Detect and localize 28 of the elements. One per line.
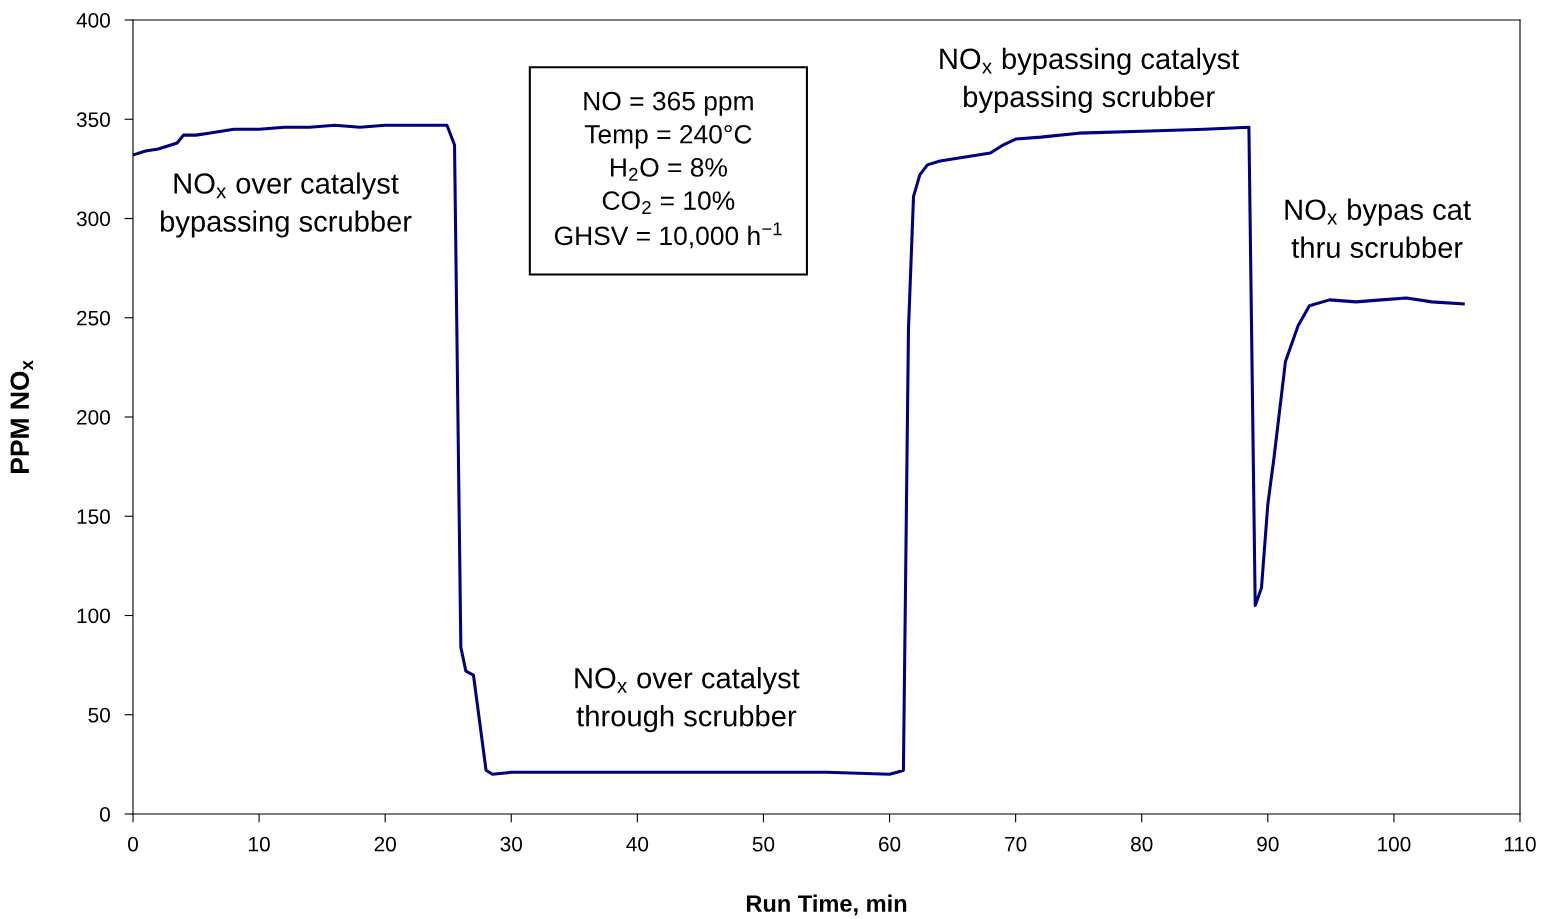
x-tick-label: 30	[500, 836, 523, 852]
y-tick-label: 150	[77, 509, 110, 524]
y-tick-label: 50	[88, 707, 110, 723]
annotation: NO$_{x}$ bypas cat thru scrubber	[1285, 198, 1471, 259]
x-tick-label: 10	[249, 836, 270, 852]
y-tick-label: 200	[77, 410, 110, 425]
x-tick-label: 80	[1131, 836, 1153, 852]
x-axis-title: Run Time, min	[746, 894, 907, 916]
y-tick-label: 350	[76, 112, 110, 127]
x-tick-label: 70	[1005, 836, 1027, 852]
x-tick-label: 100	[1378, 836, 1411, 852]
x-tick-label: 50	[752, 836, 775, 852]
x-tick-label: 60	[879, 836, 901, 852]
y-tick-label: 100	[77, 608, 110, 624]
x-tick-label: 110	[1504, 836, 1536, 852]
x-tick-label: 40	[626, 836, 649, 852]
y-tick-label: 250	[77, 310, 110, 326]
text: NO = 365 ppm Temp = 240°C H$_{2}$O = 8% CO$_{2}$ = 10% GHSV = 10,000 h$^{−1}$	[554, 91, 782, 249]
annotation: NO$_{x}$ over catalyst bypassing scrubber	[161, 172, 412, 238]
annotation: NO$_{x}$ over catalyst through scrubber	[575, 667, 800, 733]
x-tick-label: 20	[374, 836, 396, 852]
y-tick-label: 300	[76, 211, 110, 227]
y-tick-label: 400	[76, 13, 110, 28]
y-tick-label: 0	[100, 807, 110, 822]
y-axis-title: PPM NO$_{x}$	[10, 360, 34, 473]
x-tick-label: 0	[128, 836, 138, 852]
annotation: NO$_{x}$ bypassing catalyst bypassing scrubber	[940, 47, 1240, 113]
x-tick-label: 90	[1257, 836, 1279, 852]
